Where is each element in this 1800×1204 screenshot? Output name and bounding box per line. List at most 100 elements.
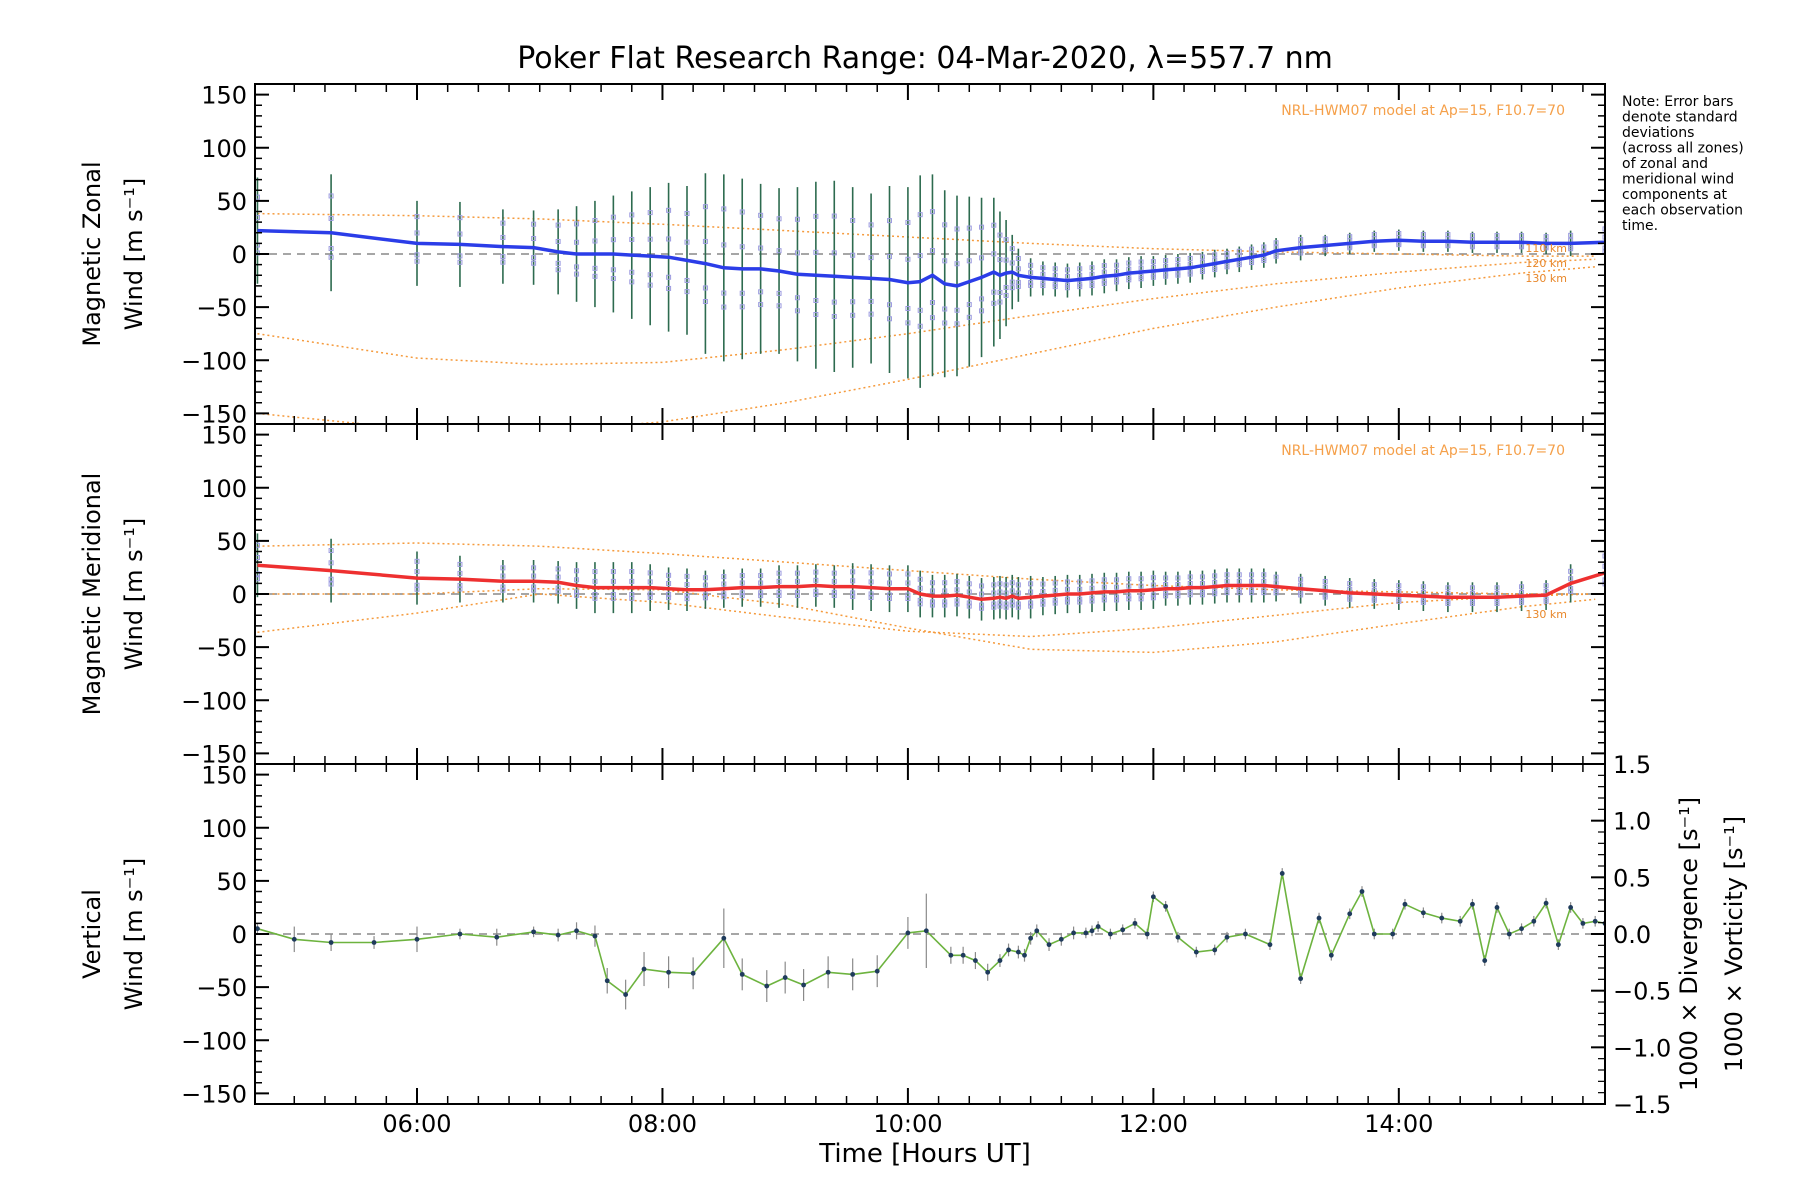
note-line: deviations bbox=[1622, 125, 1694, 141]
zone-marker bbox=[850, 590, 856, 596]
zone-marker bbox=[1494, 585, 1500, 591]
zone-marker bbox=[929, 209, 935, 215]
zone-marker bbox=[1015, 582, 1021, 588]
zone-marker bbox=[1543, 596, 1549, 602]
zone-marker bbox=[1114, 594, 1120, 600]
plot-area-meridional bbox=[255, 533, 1605, 654]
zone-marker bbox=[1126, 274, 1132, 280]
data-point bbox=[948, 952, 954, 958]
zone-marker bbox=[954, 261, 960, 267]
zone-marker bbox=[500, 234, 506, 240]
model-curve bbox=[257, 258, 1596, 366]
zone-marker bbox=[1052, 600, 1058, 606]
zone-marker bbox=[500, 573, 506, 579]
zone-marker bbox=[328, 193, 334, 199]
zone-marker bbox=[1199, 580, 1205, 586]
zone-marker bbox=[721, 591, 727, 597]
zone-marker bbox=[500, 254, 506, 260]
right-tick-label: −1.0 bbox=[1613, 1034, 1671, 1062]
data-point bbox=[592, 933, 598, 939]
zone-marker bbox=[794, 592, 800, 598]
zone-marker bbox=[1150, 259, 1156, 265]
zone-marker bbox=[966, 600, 972, 606]
zone-marker bbox=[629, 236, 635, 242]
zone-marker bbox=[917, 597, 923, 603]
zone-marker bbox=[702, 204, 708, 210]
data-point bbox=[997, 958, 1003, 963]
data-point bbox=[1095, 924, 1101, 929]
zone-marker bbox=[666, 591, 672, 597]
zone-marker bbox=[1212, 591, 1218, 597]
zone-marker bbox=[991, 251, 997, 257]
zone-marker bbox=[776, 216, 782, 222]
note-line: time. bbox=[1622, 218, 1658, 234]
zone-marker bbox=[1602, 577, 1605, 583]
note-line: each observation bbox=[1622, 203, 1743, 219]
zone-marker bbox=[1298, 590, 1304, 596]
zone-marker bbox=[966, 589, 972, 595]
zone-marker bbox=[500, 587, 506, 593]
zone-marker bbox=[1101, 269, 1107, 275]
data-point bbox=[555, 932, 561, 938]
data-point bbox=[721, 935, 727, 941]
zone-marker bbox=[1028, 581, 1034, 587]
zone-marker bbox=[991, 604, 997, 610]
zone-marker bbox=[1163, 582, 1169, 588]
zone-marker bbox=[1261, 578, 1267, 584]
zone-marker bbox=[1224, 572, 1230, 578]
zone-marker bbox=[979, 583, 985, 589]
zone-marker bbox=[1064, 285, 1070, 291]
zone-marker bbox=[1602, 248, 1605, 254]
zone-marker bbox=[979, 591, 985, 597]
zone-marker bbox=[531, 255, 537, 261]
model-curve bbox=[257, 587, 1596, 654]
zone-marker bbox=[831, 250, 837, 256]
y-tick-label: 50 bbox=[216, 528, 247, 556]
zone-marker bbox=[1236, 590, 1242, 596]
zone-marker bbox=[684, 277, 690, 283]
zone-marker bbox=[991, 601, 997, 607]
zone-marker bbox=[887, 302, 892, 308]
zone-marker bbox=[1077, 599, 1083, 605]
zone-marker bbox=[905, 306, 911, 312]
data-point bbox=[782, 975, 788, 980]
data-point bbox=[1506, 931, 1512, 937]
zone-marker bbox=[629, 269, 635, 275]
zone-marker bbox=[776, 570, 782, 576]
zone-marker bbox=[1101, 577, 1107, 583]
zone-marker bbox=[1445, 585, 1451, 591]
zone-marker bbox=[917, 253, 923, 259]
data-point bbox=[1390, 931, 1396, 937]
zone-marker bbox=[1224, 590, 1230, 596]
zone-marker bbox=[929, 315, 935, 321]
zone-marker bbox=[1040, 601, 1046, 607]
zone-marker bbox=[1101, 584, 1107, 590]
zone-marker bbox=[721, 594, 727, 600]
model-altitude-label: 130 km bbox=[1525, 608, 1567, 621]
zone-marker bbox=[702, 298, 708, 304]
data-point bbox=[574, 928, 579, 934]
zone-marker bbox=[776, 303, 782, 309]
data-point bbox=[1224, 934, 1230, 940]
zone-marker bbox=[758, 289, 764, 295]
zone-marker bbox=[721, 574, 727, 580]
y-tick-label: −150 bbox=[181, 400, 247, 428]
zone-marker bbox=[1519, 584, 1525, 590]
zone-marker bbox=[1009, 260, 1015, 266]
zone-marker bbox=[1236, 587, 1242, 593]
zone-marker bbox=[1249, 578, 1255, 584]
zone-marker bbox=[592, 238, 598, 244]
data-point bbox=[604, 978, 610, 984]
data-point bbox=[1046, 942, 1052, 948]
zone-marker bbox=[1028, 262, 1034, 268]
y-axis-title-line1: Magnetic Meridional bbox=[78, 473, 106, 716]
zone-marker bbox=[1077, 586, 1083, 592]
zone-marker bbox=[739, 209, 745, 215]
zone-marker bbox=[991, 289, 997, 295]
zone-marker bbox=[574, 589, 580, 595]
zone-marker bbox=[997, 232, 1003, 238]
y-tick-label: 50 bbox=[216, 188, 247, 216]
zone-marker bbox=[574, 271, 580, 277]
y-tick-label: 0 bbox=[232, 241, 247, 269]
model-altitude-label: 130 km bbox=[1525, 272, 1567, 285]
